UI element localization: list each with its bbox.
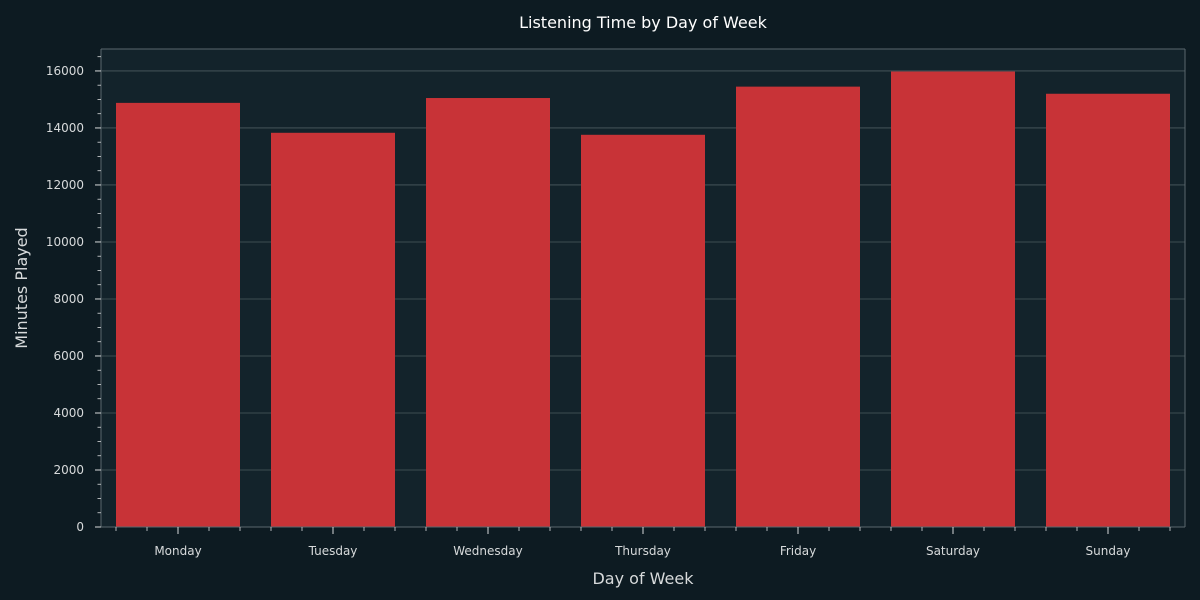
- y-tick-label: 4000: [53, 406, 84, 420]
- y-tick-label: 10000: [46, 235, 84, 249]
- x-tick-label: Saturday: [926, 544, 980, 558]
- bar-friday: [736, 86, 860, 527]
- y-tick-label: 6000: [53, 349, 84, 363]
- bar-monday: [116, 102, 240, 527]
- tick-labels: 0 2000 4000 6000 8000 10000 12000 14000 16000 Mon…: [46, 64, 1131, 558]
- x-tick-label: Monday: [154, 544, 201, 558]
- y-tick-label: 8000: [53, 292, 84, 306]
- y-tick-label: 2000: [53, 463, 84, 477]
- ticks: [95, 56, 1171, 534]
- y-tick-label: 12000: [46, 178, 84, 192]
- x-tick-label: Tuesday: [308, 544, 358, 558]
- y-axis-label: Minutes Played: [12, 227, 31, 348]
- y-tick-label: 14000: [46, 121, 84, 135]
- bars: [116, 71, 1170, 528]
- y-tick-label: 16000: [46, 64, 84, 78]
- bar-thursday: [581, 134, 705, 528]
- x-tick-label: Wednesday: [453, 544, 522, 558]
- chart-title: Listening Time by Day of Week: [519, 13, 767, 32]
- x-axis-label: Day of Week: [592, 569, 694, 588]
- y-tick-label: 0: [76, 520, 84, 534]
- bar-sunday: [1046, 93, 1170, 527]
- bar-saturday: [891, 71, 1015, 528]
- x-tick-label: Friday: [780, 544, 816, 558]
- x-tick-label: Sunday: [1086, 544, 1131, 558]
- bar-wednesday: [426, 98, 550, 528]
- x-tick-label: Thursday: [614, 544, 671, 558]
- bar-tuesday: [271, 132, 395, 528]
